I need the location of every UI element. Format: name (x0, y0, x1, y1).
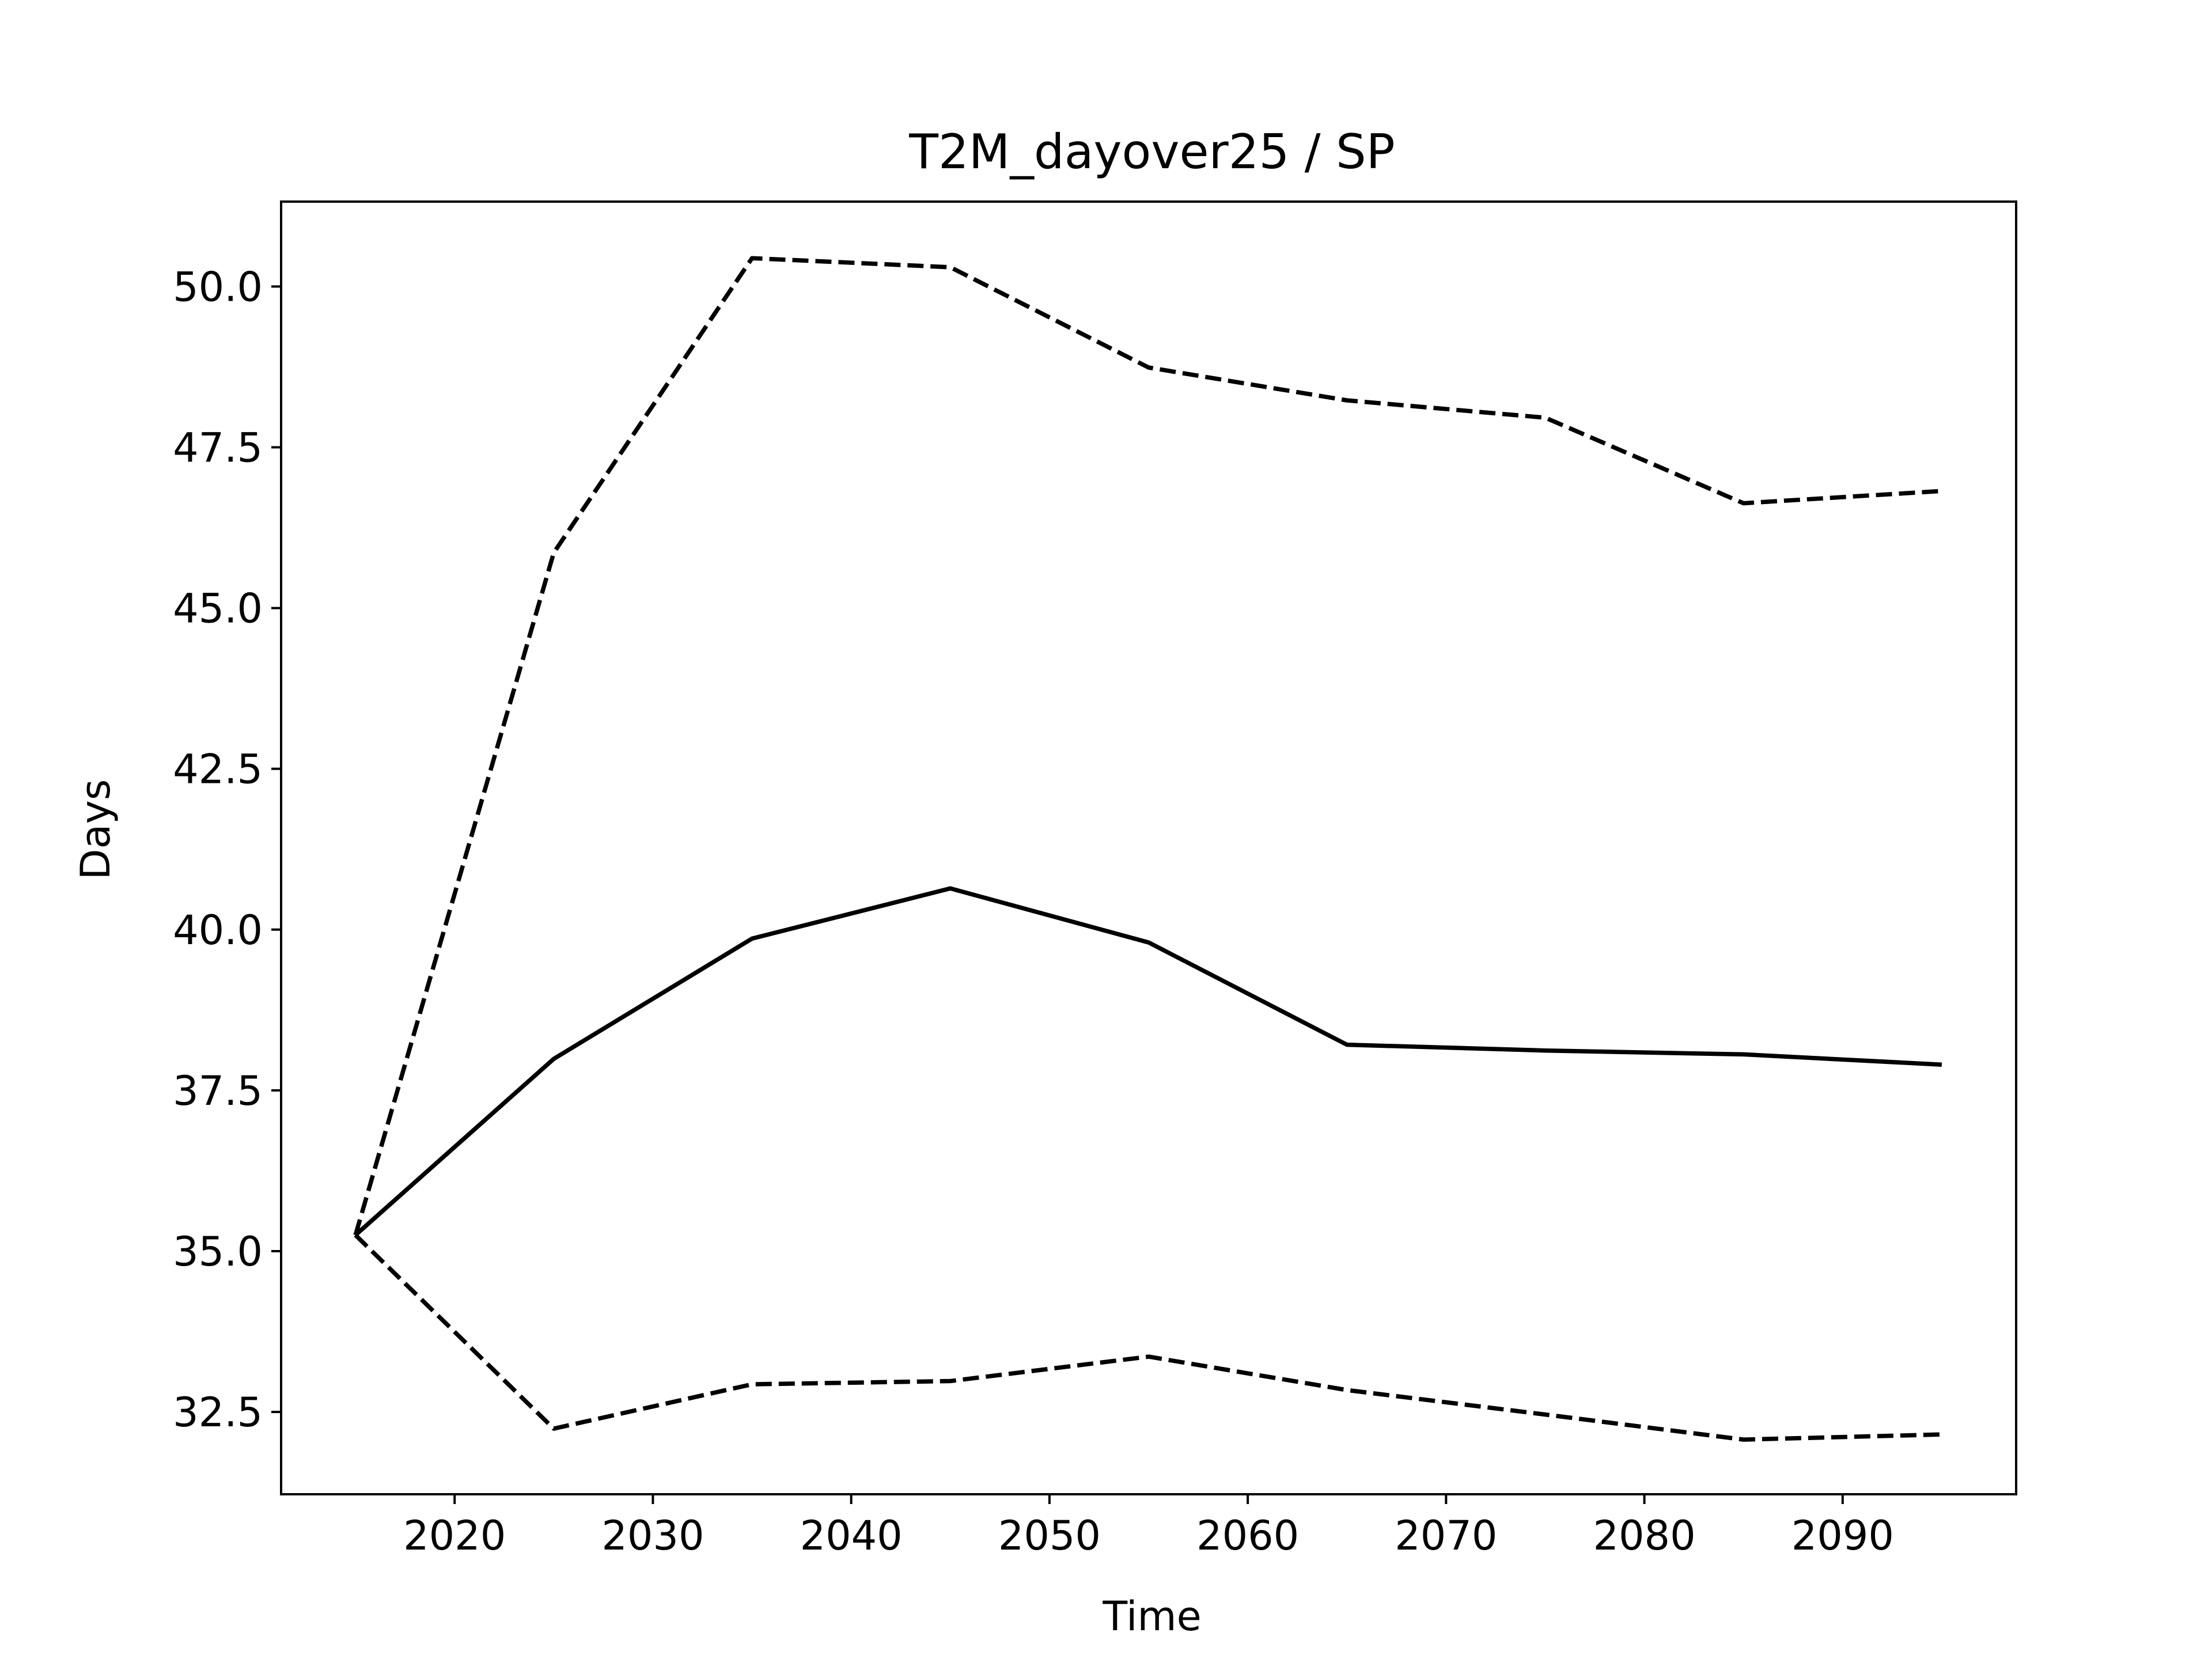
y-tick-label: 45.0 (173, 585, 263, 632)
series-2-point (949, 887, 952, 890)
series-3-point (354, 1233, 357, 1237)
y-tick-label: 37.5 (173, 1067, 263, 1115)
series-1-point (1742, 502, 1745, 505)
x-axis-ticks: 2020 2030 2040 2050 2060 2070 2080 2090 (403, 1494, 1894, 1559)
y-axis-ticks: 32.5 35.0 37.5 40.0 42.5 45.0 47.5 50.0 (173, 263, 281, 1436)
series-3-point (1544, 1413, 1547, 1416)
series-1-point (751, 256, 754, 260)
chart-title: T2M_dayover25 / SP (908, 124, 1395, 180)
x-axis-label: Time (1102, 1593, 1201, 1640)
series-1-point (1345, 399, 1349, 402)
y-tick-label: 35.0 (173, 1228, 263, 1275)
y-tick-label: 47.5 (173, 424, 263, 471)
series-3-line (354, 1233, 1942, 1442)
series-2-point (1940, 1063, 1944, 1066)
series-3-point (949, 1380, 952, 1383)
series-2-point (1345, 1043, 1349, 1047)
plot-area-frame (280, 200, 2017, 1495)
x-tick-label: 2070 (1395, 1512, 1497, 1559)
series-1-point (949, 266, 952, 269)
series-3-point (1940, 1433, 1944, 1436)
x-tick-label: 2020 (403, 1512, 506, 1559)
series-1-line (353, 256, 1942, 1236)
x-tick-label: 2040 (800, 1512, 903, 1559)
y-tick-label: 42.5 (173, 746, 263, 793)
series-2-point (1544, 1049, 1547, 1052)
y-axis-label: Days (72, 779, 119, 880)
x-tick-label: 2080 (1593, 1512, 1695, 1559)
series-2-point (552, 1057, 555, 1060)
series-layer (353, 256, 1944, 1442)
x-tick-label: 2090 (1791, 1512, 1894, 1559)
series-2-point (1742, 1052, 1745, 1056)
series-1-point (1544, 416, 1547, 419)
y-tick-label: 32.5 (173, 1389, 263, 1436)
y-tick-label: 40.0 (173, 907, 263, 954)
y-tick-label: 50.0 (173, 263, 263, 310)
x-tick-label: 2060 (1196, 1512, 1299, 1559)
series-2-point (1147, 941, 1150, 944)
series-1-point (1940, 489, 1944, 493)
series-3-point (751, 1382, 754, 1386)
series-1-point (552, 551, 555, 555)
series-3-point (552, 1427, 555, 1430)
series-2-point (751, 937, 754, 940)
x-tick-label: 2030 (601, 1512, 704, 1559)
x-tick-label: 2050 (998, 1512, 1101, 1559)
series-1-point (1147, 366, 1150, 369)
series-2-line (354, 886, 1942, 1237)
series-3-point (1147, 1355, 1150, 1358)
series-3-point (1345, 1388, 1349, 1392)
series-3-point (1742, 1438, 1745, 1441)
